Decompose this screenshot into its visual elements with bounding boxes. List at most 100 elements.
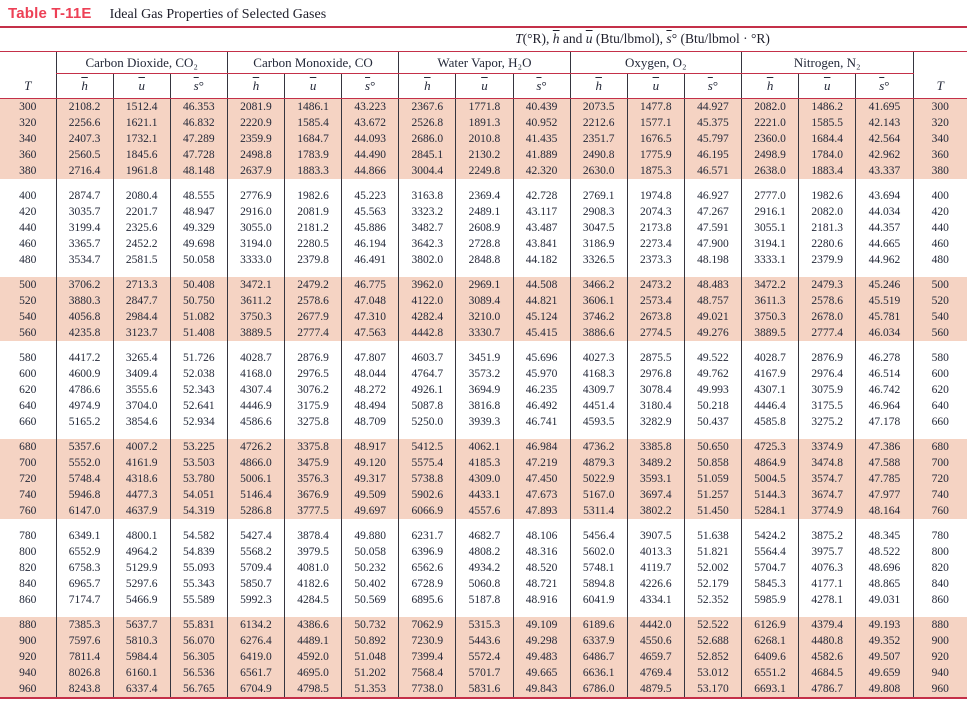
value-cell: 55.093 xyxy=(169,560,228,576)
value-cell: 4603.7 xyxy=(398,350,456,366)
value-cell: 52.352 xyxy=(683,592,742,608)
value-cell: 3326.5 xyxy=(569,252,628,268)
value-cell: 3055.0 xyxy=(226,220,285,236)
value-cell: 3089.4 xyxy=(455,293,513,309)
temperature-cell: 800 xyxy=(19,546,37,558)
value-cell: 47.178 xyxy=(855,414,913,430)
value-cell: 3642.3 xyxy=(398,236,456,252)
value-cell: 2908.3 xyxy=(569,204,628,220)
temperature-cell: 520 xyxy=(0,293,56,309)
temperature-cell: 540 xyxy=(912,309,967,325)
spacer-cell xyxy=(512,179,571,188)
table-row: 480 3534.7 2581.5 50.058 3333.0 2379.8 46.491 3… xyxy=(0,252,967,268)
value-cell: 2498.9 xyxy=(740,147,799,163)
table-row: 460 3365.7 2452.2 49.698 3194.0 2280.5 46.194 3… xyxy=(0,236,967,252)
value-cell: 3333.0 xyxy=(226,252,285,268)
temperature-cell: 600 xyxy=(912,366,967,382)
spacer-cell xyxy=(169,430,228,439)
value-cell: 3275.8 xyxy=(283,414,342,430)
spacer-cell xyxy=(569,519,628,528)
temperature-cell: 900 xyxy=(912,633,967,649)
value-cell: 4480.8 xyxy=(798,633,856,649)
table-bottom-rule xyxy=(0,697,967,699)
value-cell: 4309.0 xyxy=(455,471,513,487)
property-column-header: h xyxy=(740,73,799,99)
value-cell: 3694.9 xyxy=(455,382,513,398)
units-header-part: T xyxy=(515,31,523,46)
value-cell: 3035.7 xyxy=(55,204,114,220)
table-row: 300 2108.2 1512.4 46.353 2081.9 1486.1 43.223 2… xyxy=(0,98,967,115)
value-cell: 49.509 xyxy=(341,487,399,503)
temperature-cell: 380 xyxy=(0,163,56,179)
value-cell: 48.865 xyxy=(855,576,913,592)
value-cell: 5992.3 xyxy=(226,592,285,608)
table-band: 680 5357.6 4007.2 53.225 4726.2 3375.8 48.917 5… xyxy=(0,439,967,519)
value-cell: 3706.2 xyxy=(55,277,114,293)
value-cell: 47.563 xyxy=(341,325,399,341)
value-cell: 1585.4 xyxy=(283,115,342,131)
value-cell: 52.522 xyxy=(683,617,742,633)
temperature-cell: 580 xyxy=(19,352,37,364)
value-cell: 6134.2 xyxy=(226,617,285,633)
value-cell: 41.435 xyxy=(512,131,571,147)
value-cell: 2678.0 xyxy=(798,309,856,325)
temperature-cell: 340 xyxy=(0,131,56,147)
spacer-cell xyxy=(855,341,913,350)
value-cell: 6349.1 xyxy=(55,528,114,544)
table-row: 400 2874.7 2080.4 48.555 2776.9 1982.6 45.223 3… xyxy=(0,188,967,204)
units-header-part: and xyxy=(559,31,586,46)
value-cell: 4379.4 xyxy=(798,617,856,633)
value-cell: 45.415 xyxy=(512,325,571,341)
value-cell: 48.272 xyxy=(341,382,399,398)
value-cell: 4798.5 xyxy=(283,681,342,697)
temperature-cell: 480 xyxy=(912,252,967,268)
value-cell: 1783.9 xyxy=(283,147,342,163)
value-cell: 5284.1 xyxy=(740,503,799,519)
value-cell: 2774.5 xyxy=(626,325,685,341)
value-cell: 6066.9 xyxy=(398,503,456,519)
spacer-cell xyxy=(0,341,56,350)
value-cell: 3816.8 xyxy=(455,398,513,414)
spacer-cell xyxy=(569,430,628,439)
value-cell: 44.866 xyxy=(341,163,399,179)
value-cell: 5129.9 xyxy=(112,560,171,576)
value-cell: 5087.8 xyxy=(398,398,456,414)
value-cell: 44.357 xyxy=(855,220,913,236)
value-cell: 4695.0 xyxy=(283,665,342,681)
temperature-cell: 400 xyxy=(19,190,37,202)
value-cell: 44.962 xyxy=(855,252,913,268)
temperature-cell: 660 xyxy=(912,414,967,430)
temperature-cell: 780 xyxy=(19,530,37,542)
spacer-cell xyxy=(569,179,628,188)
property-column-header: s° xyxy=(683,73,742,99)
value-cell: 49.993 xyxy=(683,382,742,398)
table-band: 780 6349.1 4800.1 54.582 5427.4 3878.4 49.880 6… xyxy=(0,528,967,608)
spacer-cell xyxy=(341,430,399,439)
value-cell: 53.225 xyxy=(169,439,228,455)
value-cell: 2273.4 xyxy=(626,236,685,252)
value-cell: 2916.1 xyxy=(740,204,799,220)
spacer-cell xyxy=(283,341,342,350)
value-cell: 1577.1 xyxy=(626,115,685,131)
value-cell: 2875.5 xyxy=(626,350,685,366)
value-cell: 3854.6 xyxy=(112,414,171,430)
value-cell: 4307.1 xyxy=(740,382,799,398)
value-cell: 7062.9 xyxy=(398,617,456,633)
value-cell: 4334.1 xyxy=(626,592,685,608)
table-row: 320 2256.6 1621.1 46.832 2220.9 1585.4 43.672 2… xyxy=(0,115,967,131)
value-cell: 5427.4 xyxy=(226,528,285,544)
property-column-header: u xyxy=(455,73,513,99)
value-cell: 44.490 xyxy=(341,147,399,163)
temperature-cell: 440 xyxy=(19,222,37,234)
temperature-cell: 940 xyxy=(912,665,967,681)
value-cell: 4278.1 xyxy=(798,592,856,608)
value-cell: 2108.2 xyxy=(55,98,114,115)
value-cell: 5187.8 xyxy=(455,592,513,608)
spacer-cell xyxy=(283,608,342,617)
value-cell: 6409.6 xyxy=(740,649,799,665)
value-cell: 4725.3 xyxy=(740,439,799,455)
value-cell: 41.695 xyxy=(855,98,913,115)
table-row: 580 4417.2 3265.4 51.726 4028.7 2876.9 47.807 4… xyxy=(0,350,967,366)
value-cell: 48.494 xyxy=(341,398,399,414)
value-cell: 6728.9 xyxy=(398,576,456,592)
